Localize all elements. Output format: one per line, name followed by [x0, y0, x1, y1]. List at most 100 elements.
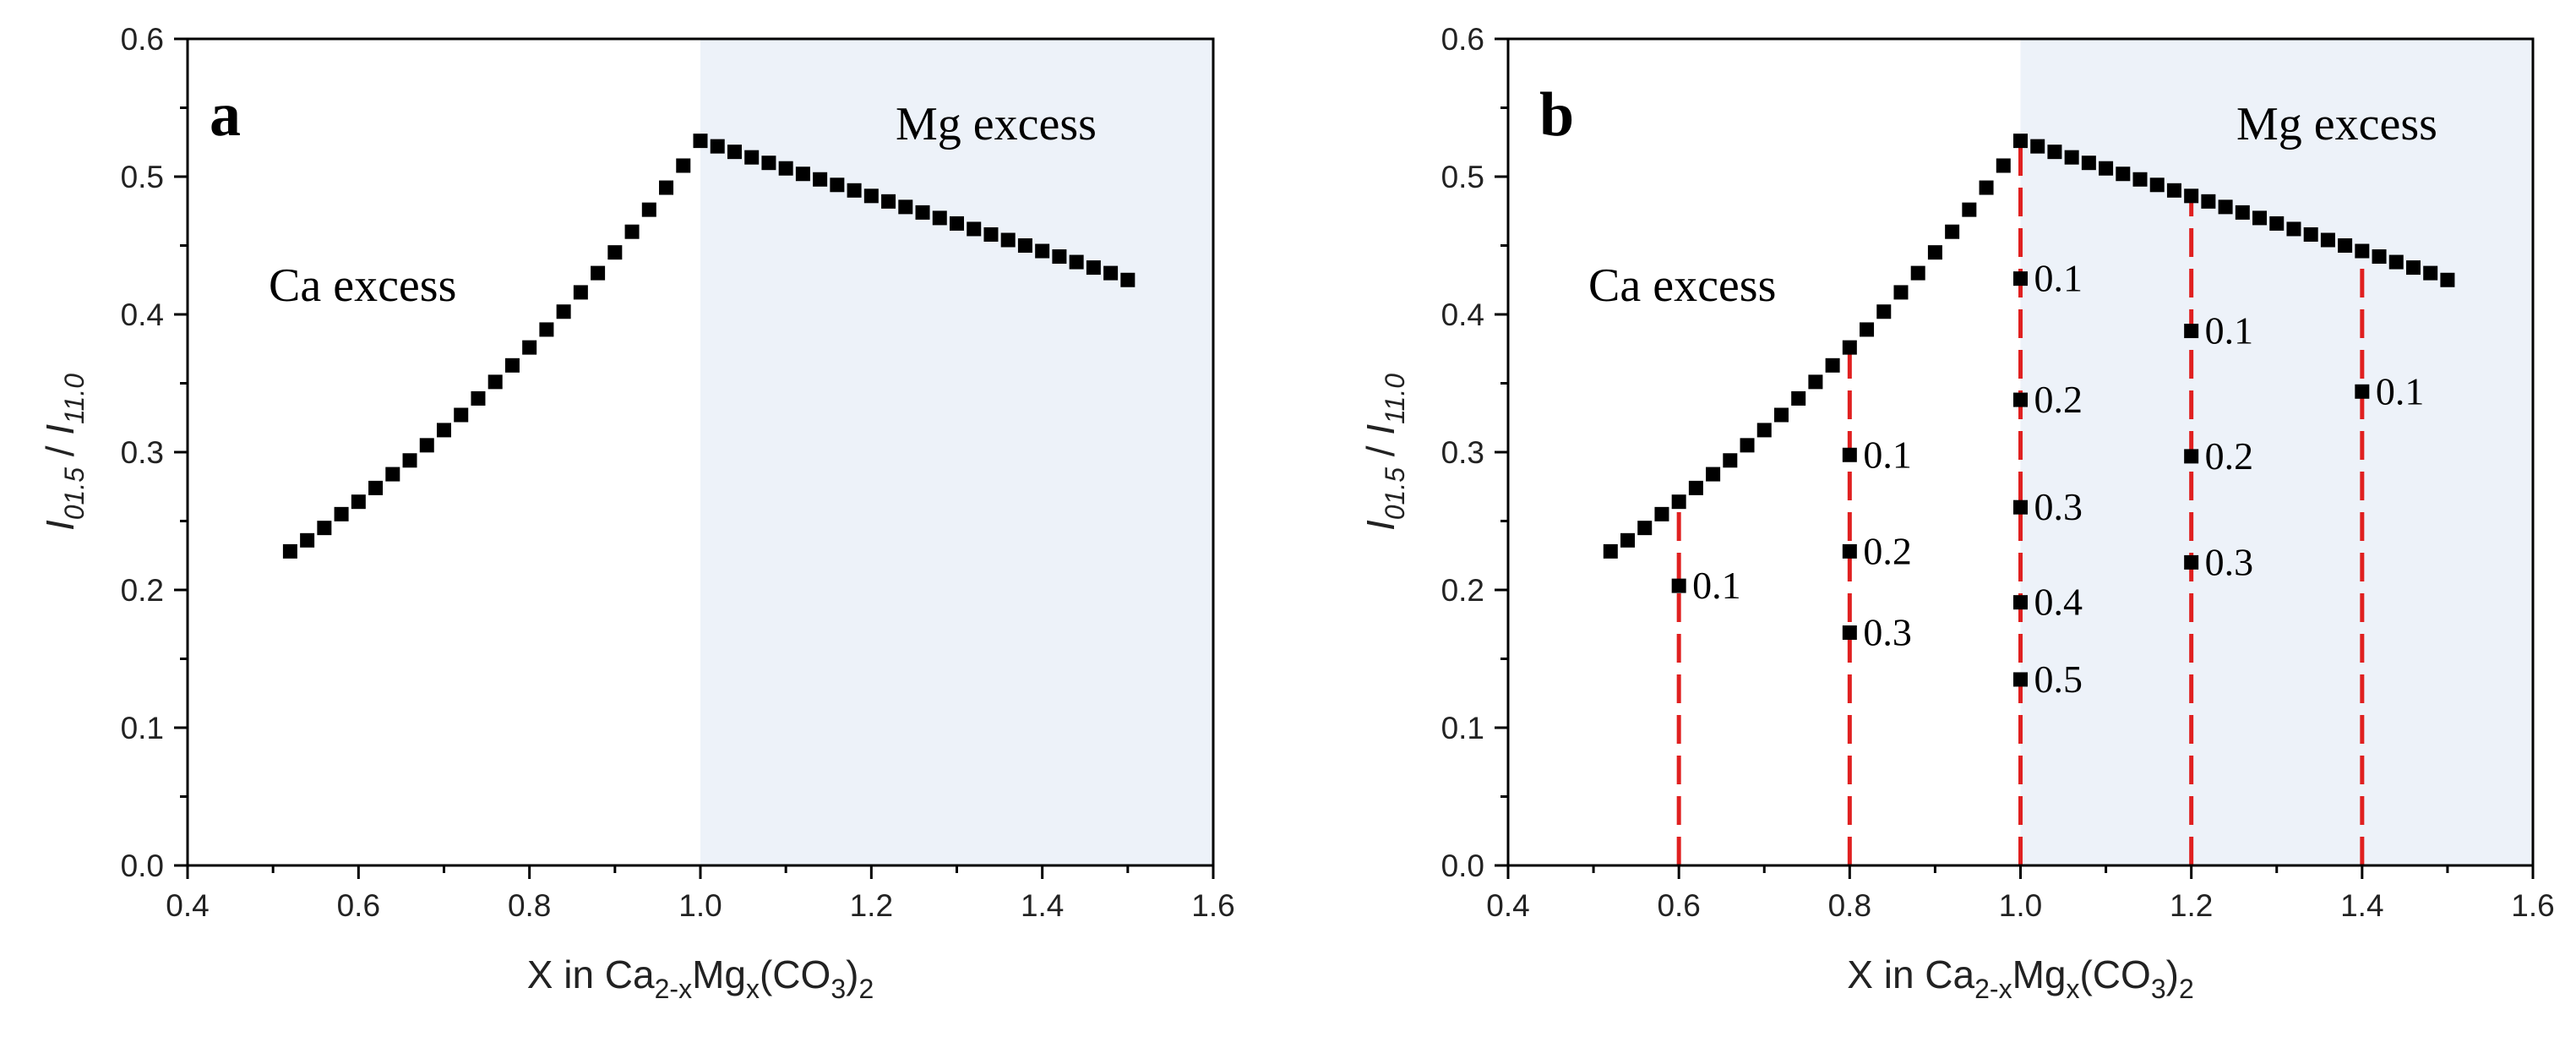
- y-title-subscript: 01.5: [59, 467, 90, 520]
- labeled-point: [2013, 672, 2028, 687]
- x-tick-label: 0.6: [337, 888, 380, 923]
- x-title-subscript: 2-x: [655, 974, 692, 1004]
- data-point: [2372, 249, 2387, 265]
- data-point: [1103, 265, 1119, 281]
- y-tick-label: 0.3: [1441, 435, 1484, 470]
- x-tick-label: 1.4: [1021, 888, 1064, 923]
- y-tick-label: 0.2: [1441, 573, 1484, 608]
- y-tick-label: 0.5: [121, 160, 164, 194]
- y-title-text: /: [1359, 435, 1402, 467]
- data-point: [1876, 304, 1892, 319]
- data-point: [573, 285, 588, 300]
- data-point: [2013, 134, 2028, 149]
- data-point: [2149, 177, 2165, 193]
- point-label: 0.3: [1863, 611, 1912, 654]
- data-point: [1723, 453, 1738, 468]
- data-point: [1910, 265, 1925, 281]
- data-point: [2338, 238, 2353, 253]
- y-title-subscript: 01.5: [1380, 467, 1410, 520]
- data-point: [1052, 249, 1067, 265]
- data-point: [1808, 374, 1823, 390]
- data-point: [950, 216, 964, 231]
- labeled-point: [1671, 578, 1686, 593]
- data-point: [368, 480, 384, 495]
- data-point: [881, 194, 896, 209]
- data-point: [2286, 221, 2301, 237]
- labeled-point: [2184, 554, 2199, 570]
- y-tick-label: 0.5: [1441, 160, 1484, 194]
- x-title-text: X in Ca: [1847, 952, 1974, 996]
- y-title-text: I: [1359, 424, 1402, 435]
- data-point: [504, 358, 520, 373]
- x-tick-label: 1.0: [1999, 888, 2042, 923]
- x-axis-title: X in Ca2-xMgx(CO3)2: [527, 952, 874, 1004]
- mg-excess-label: Mg excess: [2236, 98, 2437, 150]
- data-point: [863, 188, 879, 204]
- y-title-text: I: [1359, 520, 1402, 531]
- x-title-subscript: 2: [2179, 974, 2194, 1004]
- y-tick-label: 0.6: [121, 22, 164, 57]
- x-tick-label: 1.4: [2340, 888, 2383, 923]
- data-point: [1620, 532, 1636, 548]
- y-title-text: /: [38, 435, 82, 467]
- data-point: [2132, 172, 2148, 187]
- data-point: [813, 172, 828, 187]
- point-label: 0.1: [1863, 433, 1912, 476]
- labeled-point: [1842, 447, 1857, 462]
- data-point: [1842, 340, 1857, 355]
- data-point: [539, 322, 554, 337]
- data-point: [676, 158, 691, 173]
- data-point: [710, 139, 725, 154]
- data-point: [300, 532, 315, 548]
- data-point: [1825, 358, 1840, 373]
- data-point: [402, 453, 417, 468]
- data-point: [847, 183, 862, 198]
- data-point: [487, 374, 503, 390]
- data-point: [915, 205, 930, 220]
- data-point: [2064, 150, 2079, 165]
- data-point: [2303, 227, 2318, 242]
- ca-excess-label: Ca excess: [269, 259, 456, 312]
- x-title-text: ): [846, 952, 858, 996]
- data-point: [419, 438, 434, 453]
- x-title-subscript: 3: [2151, 974, 2166, 1004]
- x-tick-label: 1.6: [2511, 888, 2554, 923]
- y-tick-label: 0.0: [1441, 849, 1484, 883]
- labeled-point: [2013, 392, 2028, 407]
- point-label: 0.2: [2205, 434, 2254, 478]
- data-point: [2116, 166, 2131, 182]
- data-point: [1945, 224, 1960, 239]
- data-point: [1688, 480, 1703, 495]
- x-title-subscript: x: [2066, 974, 2079, 1004]
- data-point: [1979, 180, 1994, 195]
- labeled-point: [2184, 449, 2199, 464]
- data-point: [1740, 438, 1755, 453]
- data-point: [556, 304, 571, 319]
- data-point: [624, 224, 640, 239]
- labeled-point: [2013, 595, 2028, 610]
- data-point: [2355, 243, 2370, 259]
- data-point: [2388, 254, 2404, 270]
- data-point: [983, 227, 999, 242]
- data-point: [2047, 145, 2062, 160]
- data-point: [1706, 467, 1721, 482]
- point-label: 0.3: [2205, 540, 2254, 583]
- data-point: [641, 202, 656, 217]
- data-point: [795, 166, 810, 182]
- data-point: [1927, 245, 1942, 260]
- data-point: [1791, 390, 1806, 406]
- data-point: [2440, 272, 2455, 287]
- data-point: [1893, 285, 1909, 300]
- point-label: 0.2: [2034, 378, 2083, 421]
- point-label: 0.1: [2034, 257, 2083, 300]
- data-point: [898, 199, 913, 215]
- data-point: [2184, 188, 2199, 204]
- data-point: [2218, 199, 2233, 215]
- data-point: [1756, 423, 1772, 438]
- y-title-text: I: [38, 424, 82, 435]
- x-title-subscript: x: [746, 974, 760, 1004]
- point-label: 0.1: [2205, 309, 2254, 352]
- data-point: [2081, 156, 2096, 171]
- x-tick-label: 0.6: [1657, 888, 1700, 923]
- data-point: [454, 407, 469, 423]
